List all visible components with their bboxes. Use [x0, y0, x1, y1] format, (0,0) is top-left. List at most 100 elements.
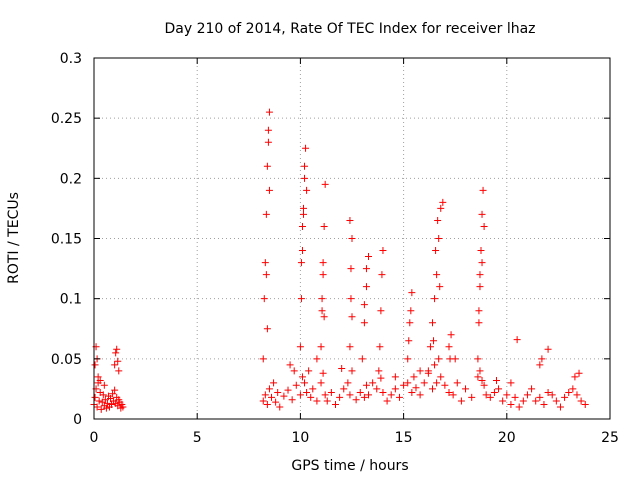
data-point: [346, 216, 354, 224]
data-point: [377, 307, 385, 315]
data-point: [395, 393, 403, 401]
data-point: [305, 367, 313, 375]
data-point: [462, 385, 470, 393]
data-point: [532, 397, 540, 405]
data-point: [111, 361, 119, 369]
data-point: [100, 381, 108, 389]
data-point: [412, 384, 420, 392]
data-point: [348, 367, 356, 375]
data-point: [445, 343, 453, 351]
data-point: [379, 247, 387, 255]
data-point: [338, 364, 346, 372]
data-point: [569, 385, 577, 393]
data-point: [451, 355, 459, 363]
data-point: [318, 307, 326, 315]
data-point: [91, 393, 99, 401]
data-point: [428, 319, 436, 327]
data-point: [426, 343, 434, 351]
data-point: [268, 393, 276, 401]
y-tick-label: 0.2: [60, 171, 82, 187]
data-point: [347, 265, 355, 273]
data-point: [513, 336, 521, 344]
data-point: [391, 373, 399, 381]
data-point: [348, 235, 356, 242]
data-point: [404, 355, 412, 363]
data-point: [437, 204, 445, 212]
data-point: [424, 367, 432, 375]
data-point: [445, 389, 453, 397]
data-point: [379, 389, 387, 397]
data-point: [346, 391, 354, 399]
data-point: [478, 210, 486, 218]
data-point: [369, 379, 377, 387]
data-point: [447, 331, 455, 339]
data-point: [391, 385, 399, 393]
data-point: [476, 283, 484, 291]
data-point: [352, 396, 360, 404]
y-axis-label: ROTI / TECUs: [6, 192, 22, 284]
data-point: [114, 357, 122, 365]
x-tick-label: 10: [291, 430, 309, 446]
data-point: [538, 355, 546, 363]
data-point: [400, 381, 408, 389]
data-point: [292, 381, 300, 389]
data-point: [503, 391, 511, 399]
data-point: [573, 391, 581, 399]
data-point: [265, 385, 273, 393]
data-point: [284, 386, 292, 394]
data-point: [540, 401, 548, 409]
data-point: [96, 376, 104, 384]
data-point: [528, 385, 536, 393]
data-point: [408, 389, 416, 397]
data-point: [259, 355, 267, 363]
data-point: [377, 374, 385, 382]
data-point: [288, 396, 296, 404]
data-point: [301, 379, 309, 387]
data-point: [297, 259, 305, 267]
data-point: [544, 345, 552, 353]
data-point: [321, 180, 329, 188]
data-point: [482, 391, 490, 399]
data-point: [552, 397, 560, 405]
x-tick-label: 20: [498, 430, 516, 446]
y-tick-label: 0.1: [60, 292, 82, 308]
data-point: [387, 391, 395, 399]
data-point: [94, 373, 102, 381]
data-point: [577, 397, 585, 405]
data-point: [261, 391, 269, 399]
data-point: [437, 373, 445, 381]
data-point: [320, 222, 328, 230]
data-point: [111, 386, 119, 394]
axis-ticks: 0 0.05 0.1 0.15 0.2 0.25 0.3 0 5 10 15 20 25: [51, 51, 619, 446]
data-point: [430, 337, 438, 345]
data-point: [108, 401, 116, 409]
data-point: [383, 397, 391, 405]
data-point: [477, 247, 485, 255]
data-point: [313, 397, 321, 405]
x-tick-label: 15: [395, 430, 413, 446]
data-point: [360, 393, 368, 401]
data-point: [536, 393, 544, 401]
data-point: [264, 126, 272, 134]
data-point: [323, 397, 331, 405]
data-point: [435, 355, 443, 363]
data-point: [556, 403, 564, 411]
data-point: [280, 392, 288, 400]
data-point: [405, 337, 413, 345]
data-points: [90, 108, 589, 413]
data-point: [407, 307, 415, 315]
data-point: [263, 325, 271, 333]
data-point: [507, 401, 515, 409]
data-point: [428, 385, 436, 393]
data-point: [404, 379, 412, 387]
y-tick-label: 0.05: [51, 352, 82, 368]
data-point: [478, 259, 486, 267]
data-point: [373, 385, 381, 393]
data-point: [296, 391, 304, 399]
y-tick-label: 0: [73, 412, 82, 428]
data-point: [313, 355, 321, 363]
data-point: [478, 376, 486, 384]
data-point: [303, 389, 311, 397]
data-point: [480, 222, 488, 230]
data-point: [486, 393, 494, 401]
